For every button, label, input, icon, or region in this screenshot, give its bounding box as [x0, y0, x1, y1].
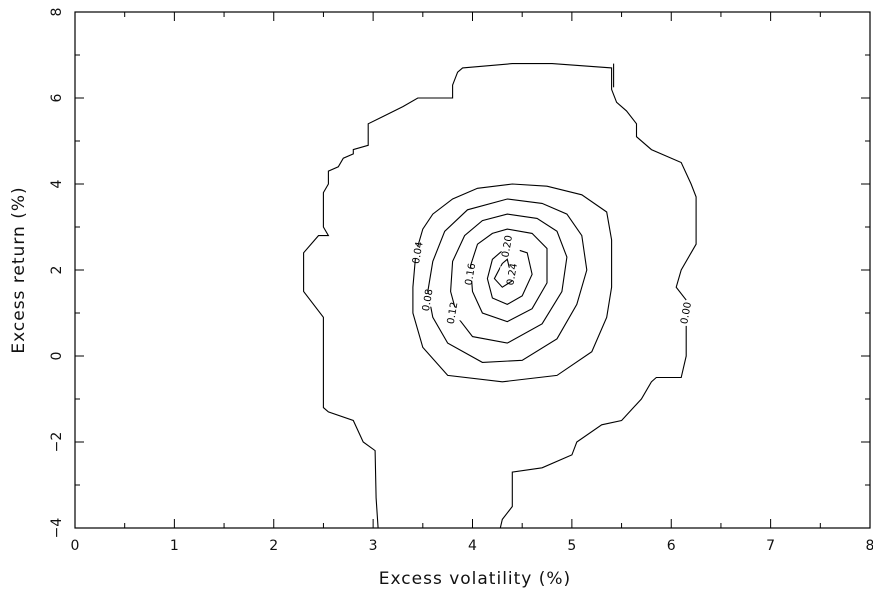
x-tick-label: 8	[866, 538, 873, 554]
y-tick-label: 2	[49, 266, 65, 275]
y-tick-label: −4	[49, 518, 65, 539]
axis-tick-labels: 0 1 2 3 4 5 6 7 8 −4 −2 0 2 4 6 8	[49, 8, 873, 554]
y-tick-label: 6	[49, 93, 65, 102]
x-tick-label: 4	[468, 538, 477, 554]
contour-label-bg	[438, 304, 467, 322]
contour-line	[412, 183, 613, 383]
y-axis-title: Excess return (%)	[9, 186, 29, 353]
y-tick-label: 8	[49, 8, 65, 17]
contour-label: 0.20	[500, 235, 515, 259]
x-tick-label: 7	[766, 538, 775, 554]
contour-label: 0.12	[446, 301, 461, 325]
contour-label-bg	[403, 244, 432, 261]
x-tick-label: 1	[170, 538, 179, 554]
contour-line	[450, 213, 568, 344]
contour-label: 0.16	[464, 262, 479, 286]
contour-label: 0.08	[421, 288, 436, 312]
contour-line	[427, 198, 588, 363]
contour-line	[303, 63, 697, 529]
contour-label-bg	[456, 266, 485, 283]
axis-ticks	[74, 11, 871, 529]
contour-line	[493, 258, 513, 288]
contour-label: 0.00	[679, 301, 694, 325]
contour-lines	[303, 63, 697, 529]
contour-line	[499, 325, 687, 529]
contour-label-bg	[493, 238, 522, 255]
contour-line	[469, 228, 548, 323]
x-tick-label: 2	[269, 538, 278, 554]
contour-label-bg	[498, 266, 527, 283]
y-tick-label: −2	[49, 432, 65, 453]
contour-label-bg	[672, 304, 701, 322]
x-tick-label: 5	[567, 538, 576, 554]
contour-label-bg	[413, 291, 442, 309]
x-tick-label: 0	[71, 538, 80, 554]
contour-label: 0.24	[505, 262, 520, 286]
contour-label: 0.04	[411, 241, 426, 265]
x-tick-label: 6	[667, 538, 676, 554]
y-tick-label: 4	[49, 179, 65, 188]
x-axis-title: Excess volatility (%)	[379, 569, 571, 589]
x-tick-label: 3	[369, 538, 378, 554]
y-tick-label: 0	[49, 352, 65, 361]
contour-labels: 0.00 0.04 0.08 0.120.16 0.20 0.24	[403, 235, 701, 325]
contour-line	[486, 245, 533, 306]
